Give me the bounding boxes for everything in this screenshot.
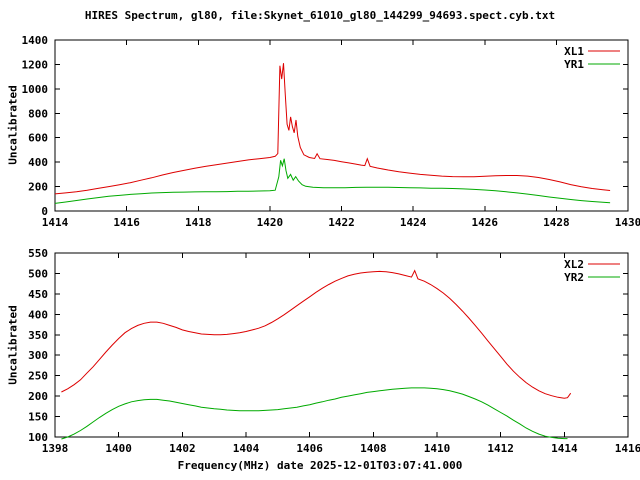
x-tick-label: 1424 [400, 216, 427, 229]
x-tick-label: 1408 [360, 442, 387, 455]
y-tick-label: 0 [41, 205, 48, 218]
y-tick-label: 400 [28, 156, 48, 169]
plot-border [54, 252, 629, 438]
y-tick-label: 550 [28, 247, 48, 260]
y-tick-label: 150 [28, 411, 48, 424]
x-tick-label: 1428 [543, 216, 570, 229]
x-tick-label: 1404 [233, 442, 260, 455]
y-tick-label: 1000 [22, 83, 49, 96]
y-tick-label: 200 [28, 390, 48, 403]
x-tick-label: 1430 [615, 216, 640, 229]
y-tick-label: 400 [28, 308, 48, 321]
y-tick-label: 200 [28, 181, 48, 194]
legend-label-YR2: YR2 [564, 271, 584, 284]
y-tick-label: 250 [28, 370, 48, 383]
x-tick-label: 1398 [42, 442, 69, 455]
y-tick-label: 100 [28, 431, 48, 444]
x-tick-label: 1416 [615, 442, 640, 455]
x-tick-label: 1418 [185, 216, 212, 229]
x-tick-label: 1400 [105, 442, 132, 455]
x-axis-label: Frequency(MHz) date 2025-12-01T03:07:41.… [177, 459, 463, 472]
y-tick-label: 450 [28, 288, 48, 301]
y-tick-label: 300 [28, 349, 48, 362]
series-line-YR1 [54, 158, 611, 204]
x-tick-label: 1420 [257, 216, 284, 229]
y-tick-label: 800 [28, 107, 48, 120]
series-line-XL1 [54, 63, 611, 195]
legend-label-YR1: YR1 [564, 58, 584, 71]
x-tick-label: 1402 [169, 442, 196, 455]
y-tick-label: 600 [28, 132, 48, 145]
chart-title: HIRES Spectrum, gl80, file:Skynet_61010_… [84, 9, 556, 22]
x-tick-label: 1416 [113, 216, 140, 229]
x-tick-label: 1412 [487, 442, 514, 455]
x-tick-label: 1426 [472, 216, 499, 229]
series-line-XL2 [61, 269, 572, 399]
x-tick-label: 1422 [328, 216, 355, 229]
y-tick-label: 500 [28, 267, 48, 280]
series-line-YR2 [61, 387, 568, 440]
x-tick-label: 1414 [42, 216, 69, 229]
subplot-2: 1398 1400 1402 1404 1406 1408 1410 1412 1414 1416… [28, 247, 640, 455]
plot-border [54, 39, 629, 212]
x-tick-label: 1414 [551, 442, 578, 455]
y-tick-label: 1400 [22, 34, 49, 47]
x-tick-label: 1410 [424, 442, 451, 455]
legend-label-XL1: XL1 [564, 45, 584, 58]
subplot-1: 1414 1416 1418 1420 1422 1424 1426 1428 1430 0 200… [22, 34, 640, 229]
y-tick-label: 350 [28, 329, 48, 342]
x-tick-label: 1406 [296, 442, 323, 455]
y-tick-label: 1200 [22, 58, 49, 71]
legend-label-XL2: XL2 [564, 258, 584, 271]
